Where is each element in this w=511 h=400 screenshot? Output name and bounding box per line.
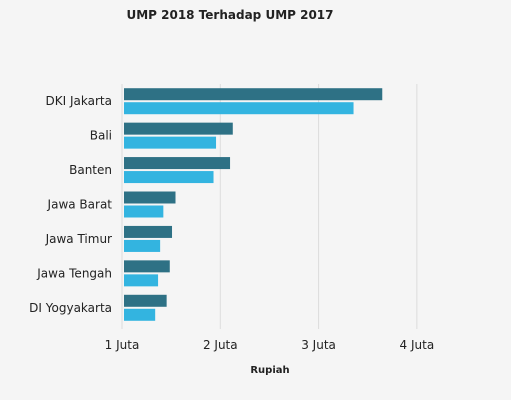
chart-title: UMP 2018 Terhadap UMP 2017 xyxy=(126,8,334,22)
category-label: Jawa Barat xyxy=(47,198,113,212)
grid-lines xyxy=(121,84,418,329)
category-label: Jawa Tengah xyxy=(36,266,112,280)
bar-series-2-banten xyxy=(124,171,214,184)
category-label: DKI Jakarta xyxy=(46,94,112,108)
x-axis-label: Rupiah xyxy=(250,365,289,376)
x-tick-labels: 1 Juta 2 Juta 3 Juta 4 Juta xyxy=(105,338,435,352)
x-tick-label: 4 Juta xyxy=(400,338,435,352)
x-tick-label: 3 Juta xyxy=(301,338,336,352)
bar-series-2-jawa-timur xyxy=(124,239,161,252)
x-tick-label: 2 Juta xyxy=(203,338,238,352)
category-label: Banten xyxy=(69,163,112,177)
bar-series-1-jawa-barat xyxy=(124,191,176,204)
bars xyxy=(124,88,383,321)
bar-series-1-banten xyxy=(124,157,231,170)
x-tick-label: 1 Juta xyxy=(105,338,140,352)
bar-series-2-jawa-barat xyxy=(124,205,164,218)
bar-series-1-di-yogyakarta xyxy=(124,294,167,307)
bar-series-2-jawa-tengah xyxy=(124,274,159,287)
bar-series-1-jawa-timur xyxy=(124,225,173,238)
bar-series-2-dki-jakarta xyxy=(124,102,354,115)
bar-series-2-bali xyxy=(124,136,217,149)
bar-series-1-dki-jakarta xyxy=(124,88,383,101)
bar-series-1-jawa-tengah xyxy=(124,260,170,273)
bar-series-2-di-yogyakarta xyxy=(124,308,156,321)
bar-series-1-bali xyxy=(124,122,233,135)
category-label: Jawa Timur xyxy=(45,232,112,246)
category-label: Bali xyxy=(90,129,112,143)
category-label: DI Yogyakarta xyxy=(29,301,112,315)
category-labels: DKI Jakarta Bali Banten Jawa Barat Jawa Timu… xyxy=(29,94,112,315)
